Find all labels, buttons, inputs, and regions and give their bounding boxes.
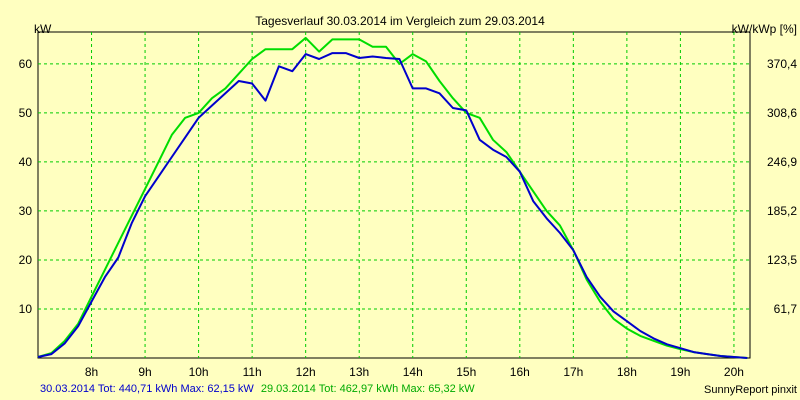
chart-title: Tagesverlauf 30.03.2014 im Vergleich zum…: [255, 14, 545, 28]
y-tick-label-right: 61,7: [774, 302, 798, 316]
series-line-s29: [37, 36, 748, 359]
footer-summary-29: 29.03.2014 Tot: 462,97 kWh Max: 65,32 kW: [260, 383, 475, 395]
x-tick-label: 18h: [617, 365, 637, 379]
x-tick-label: 12h: [296, 365, 316, 379]
x-tick-label: 19h: [670, 365, 690, 379]
x-tick-label: 9h: [138, 365, 151, 379]
x-tick-label: 14h: [403, 365, 423, 379]
y-tick-label-left: 40: [19, 155, 33, 169]
y-tick-label-left: 10: [19, 302, 33, 316]
y-tick-label-right: 185,2: [767, 204, 797, 218]
x-tick-label: 11h: [243, 365, 262, 379]
x-tick-label: 20h: [724, 365, 744, 379]
y-tick-label-right: 123,5: [767, 253, 797, 267]
credit-label: SunnyReport pinxit: [704, 384, 797, 396]
y-tick-label-right: 308,6: [767, 106, 797, 120]
plot-area: [37, 31, 751, 359]
axis-labels: 8h 9h 10h 11h 12h 13h 14h 15h 16h 17h 18h 19h 20h 10 2…: [19, 57, 798, 379]
x-tick-label: 8h: [85, 365, 98, 379]
footer-summary-30: 30.03.2014 Tot: 440,71 kWh Max: 62,15 kW: [40, 383, 254, 395]
y-tick-label-left: 50: [19, 106, 33, 120]
x-tick-label: 17h: [563, 365, 583, 379]
x-tick-label: 15h: [456, 365, 476, 379]
y-tick-label-left: 60: [19, 57, 33, 71]
x-tick-label: 16h: [510, 365, 530, 379]
x-tick-label: 10h: [189, 365, 209, 379]
y-tick-label-left: 20: [19, 253, 33, 267]
series-line-s30: [37, 52, 748, 359]
y-axis-right-label: kW/kWp [%]: [732, 22, 797, 36]
y-axis-left-label: kW: [34, 22, 52, 36]
x-tick-label: 13h: [349, 365, 369, 379]
chart-footer: 30.03.2014 Tot: 440,71 kWh Max: 62,15 kW…: [40, 383, 479, 395]
y-tick-label-right: 246,9: [767, 155, 797, 169]
y-tick-label-left: 30: [19, 204, 33, 218]
grid-lines: [38, 32, 750, 358]
series-group: [37, 36, 748, 359]
y-tick-label-right: 370,4: [767, 57, 797, 71]
